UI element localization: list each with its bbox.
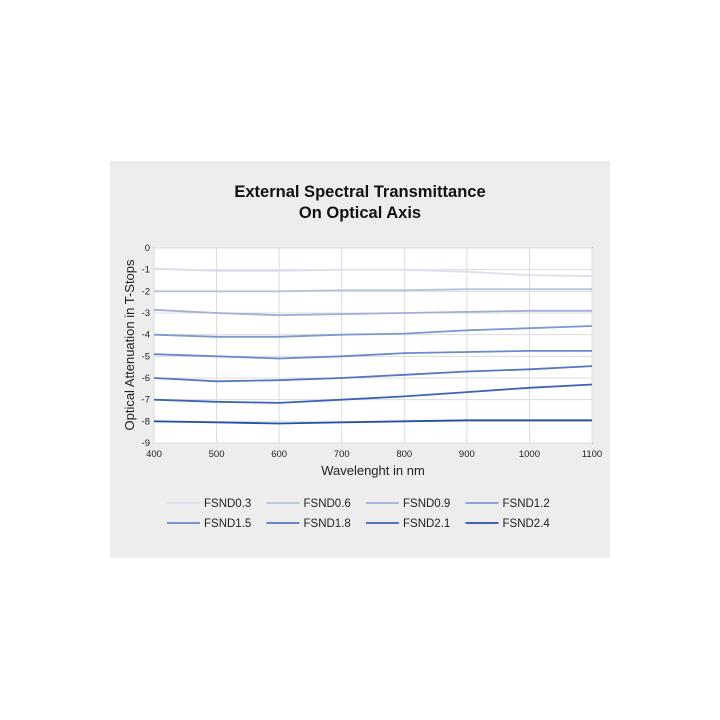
legend-item: FSND0.9 — [366, 498, 450, 510]
y-tick-label: -8 — [142, 416, 150, 427]
x-tick-label: 500 — [209, 449, 225, 460]
legend-item: FSND2.1 — [366, 518, 450, 530]
series-line-FSND1.5 — [153, 350, 592, 360]
series-line-FSND0.6 — [154, 288, 592, 293]
legend-label: FSND1.5 — [204, 518, 251, 530]
series-line-FSND0.3 — [153, 267, 593, 278]
legend-item: FSND1.8 — [266, 518, 351, 530]
x-tick-label: 1100 — [582, 449, 602, 460]
y-tick-label: -3 — [142, 308, 150, 319]
chart-title-line-1: External Spectral Transmittance — [234, 183, 486, 201]
y-tick-label: -6 — [142, 373, 150, 384]
legend-item: FSND1.5 — [167, 518, 251, 530]
y-tick-label: -7 — [142, 395, 150, 406]
x-tick-label: 1000 — [519, 449, 540, 460]
legend-label: FSND2.4 — [503, 518, 551, 530]
legend-label: FSND0.9 — [403, 498, 450, 510]
y-tick-label: -9 — [142, 438, 150, 449]
x-tick-label: 800 — [396, 449, 412, 460]
legend-label: FSND0.6 — [304, 498, 351, 510]
series-line-FSND2.4 — [153, 419, 592, 425]
x-tick-label: 700 — [334, 449, 350, 460]
legend-label: FSND0.3 — [204, 498, 251, 510]
plot-area — [153, 247, 593, 444]
legend-item: FSND0.6 — [266, 498, 351, 510]
series-line-FSND1.2 — [153, 325, 593, 338]
legend-item: FSND2.4 — [465, 518, 551, 530]
x-tick-label: 600 — [271, 449, 287, 460]
y-tick-label: -1 — [142, 265, 150, 276]
x-axis-label: Wavelenght in nm — [321, 463, 425, 478]
legend-label: FSND2.1 — [403, 518, 450, 530]
legend-label: FSND1.2 — [503, 498, 550, 510]
y-tick-label: -4 — [142, 330, 150, 341]
chart-title: External Spectral Transmittance On Optic… — [110, 182, 610, 224]
chart-title-line-2: On Optical Axis — [298, 204, 422, 222]
legend-item: FSND0.3 — [167, 498, 251, 510]
y-axis-label: Optical Attenuation in T-Stops — [122, 259, 137, 431]
series-line-FSND2.1 — [153, 383, 593, 404]
series-line-FSND0.9 — [153, 308, 592, 317]
series-line-FSND1.8 — [153, 365, 593, 383]
y-tick-label: -2 — [142, 286, 150, 297]
x-tick-label: 900 — [459, 449, 475, 460]
legend-item: FSND1.2 — [465, 498, 550, 510]
y-tick-label: 0 — [145, 243, 150, 254]
x-tick-label: 400 — [146, 449, 162, 460]
legend-label: FSND1.8 — [304, 518, 351, 530]
y-tick-label: -5 — [142, 351, 150, 362]
